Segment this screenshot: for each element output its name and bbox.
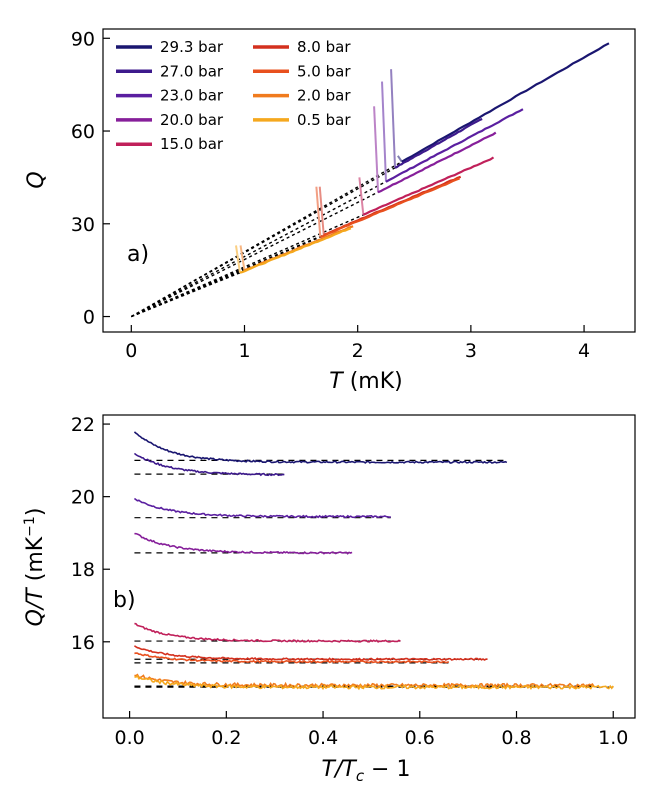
panel-b-series-29-3-bar	[133, 431, 508, 464]
legend-label: 27.0 bar	[160, 62, 224, 80]
panel-a-series-2-0-bar	[244, 225, 354, 272]
panel-a-x-tick-label: 4	[578, 340, 590, 362]
panel-b-y-axis-label-part: Q/T	[23, 587, 48, 627]
panel-a-x-axis-unit: (mK)	[343, 369, 403, 394]
panel-b-series-0-5-bar	[134, 674, 614, 691]
panel-a-jump-20-0-bar	[373, 106, 380, 193]
panel-a-jump-23-0-bar	[381, 81, 387, 182]
panel-a-label: a)	[127, 242, 149, 267]
panel-b-x-axis-label: T/Tc − 1	[322, 757, 411, 785]
panel-a-jump-29-3-bar	[397, 155, 403, 163]
panel-a-extrapolation-line	[130, 167, 396, 318]
panel-a-series-0-5-bar	[239, 227, 352, 274]
panel-b-frame	[102, 414, 636, 719]
panel-b-ticks: 0.0 0.2 0.4 0.6 0.8 1.0 16 18 20 22	[71, 414, 629, 749]
panel-a-series-27-0-bar	[394, 117, 483, 169]
panel-b-y-axis-label-superscript: −1	[22, 516, 38, 537]
panel-a-series-5-0-bar	[319, 177, 460, 239]
panel-a-x-tick-label: 0	[125, 340, 137, 362]
panel-b-series-8-0-bar	[133, 645, 488, 662]
panel-a-jump-5-0-bar	[315, 186, 322, 238]
panel-a-jump-8-0-bar	[318, 186, 325, 235]
panel-b-y-tick-label: 16	[71, 632, 95, 654]
panel-b-x-axis-label-part: − 1	[364, 757, 410, 782]
panel-a-series-15-0-bar	[362, 156, 495, 216]
panel-a-extrapolation-line	[130, 161, 403, 318]
panel-b-x-tick-label: 0.0	[114, 727, 144, 749]
panel-b-y-tick-label: 18	[71, 559, 95, 581]
panel-b-x-tick-label: 0.8	[501, 727, 531, 749]
panel-a-y-tick-label: 60	[71, 121, 95, 143]
panel-b-series-23-0-bar	[133, 497, 392, 519]
panel-a-jump-27-0-bar	[390, 69, 397, 168]
panel-a-legend: 29.3 bar 27.0 bar 23.0 bar 20.0 bar 15.0 bar…	[116, 38, 351, 153]
panel-a-extrapolation-line	[131, 236, 321, 318]
panel-a-x-axis-symbol: T	[329, 369, 344, 394]
panel-a-series-20-0-bar	[377, 131, 497, 194]
panel-b-x-axis-label-part: T/T	[322, 757, 358, 782]
panel-b-label: b)	[113, 588, 136, 613]
panel-b-series-27-0-bar	[133, 452, 285, 477]
legend-label: 5.0 bar	[297, 62, 351, 80]
panel-a-jump-0-5-bar	[235, 245, 241, 273]
panel-a-jump-15-0-bar	[358, 177, 365, 215]
panel-b-y-axis-label-part: )	[23, 508, 48, 517]
panel-b-x-tick-label: 0.2	[211, 727, 241, 749]
panel-a-jump-2-0-bar	[239, 245, 246, 271]
panel-a-y-axis-label: Q	[24, 171, 49, 188]
panel-a-x-axis-label: T (mK)	[329, 369, 402, 394]
panel-a-x-tick-label: 3	[465, 340, 477, 362]
panel-b-series-5-0-bar	[134, 652, 450, 664]
panel-a-x-tick-label: 2	[352, 340, 364, 362]
legend-label: 8.0 bar	[297, 38, 351, 56]
panel-b-y-axis-label: Q/T (mK−1)	[22, 508, 48, 627]
panel-b-x-tick-label: 0.4	[308, 727, 338, 749]
panel-a-x-tick-label: 1	[238, 340, 250, 362]
panel-b: 0.0 0.2 0.4 0.6 0.8 1.0 16 18 20 22 b) T/Tc − 1 Q…	[22, 414, 636, 785]
panel-a-series-23-0-bar	[385, 108, 524, 183]
panel-a-y-tick-label: 90	[71, 28, 95, 50]
panel-a-plot-area	[130, 42, 610, 318]
panel-b-x-tick-label: 1.0	[598, 727, 628, 749]
panel-b-y-tick-label: 22	[71, 414, 95, 436]
panel-b-y-tick-label: 20	[71, 487, 95, 509]
legend-label: 0.5 bar	[297, 111, 351, 129]
legend-label: 23.0 bar	[160, 87, 224, 105]
panel-a-y-tick-label: 30	[71, 214, 95, 236]
panel-a-series-29-3-bar	[401, 42, 610, 163]
panel-b-x-tick-label: 0.6	[405, 727, 435, 749]
legend-label: 2.0 bar	[297, 87, 351, 105]
panel-b-series-20-0-bar	[134, 532, 353, 555]
panel-a-y-tick-label: 0	[83, 307, 95, 329]
panel-a: 0 1 2 3 4 0 30 60 90 29.3 bar 27.0 bar 23.0 bar 20.…	[24, 28, 636, 394]
panel-b-y-axis-label-part: (mK	[23, 536, 48, 588]
panel-a-ticks: 0 1 2 3 4 0 30 60 90	[71, 28, 590, 362]
panel-a-extrapolation-line	[130, 180, 387, 318]
legend-label: 20.0 bar	[160, 111, 224, 129]
legend-label: 15.0 bar	[160, 135, 224, 153]
panel-a-frame	[102, 28, 636, 333]
panel-a-extrapolation-line	[130, 191, 379, 318]
legend-label: 29.3 bar	[160, 38, 224, 56]
panel-b-series-15-0-bar	[134, 622, 401, 643]
panel-b-plot-area	[133, 431, 614, 691]
panel-b-x-axis-label-subscript: c	[356, 767, 365, 785]
panel-a-extrapolation-line	[131, 272, 241, 318]
